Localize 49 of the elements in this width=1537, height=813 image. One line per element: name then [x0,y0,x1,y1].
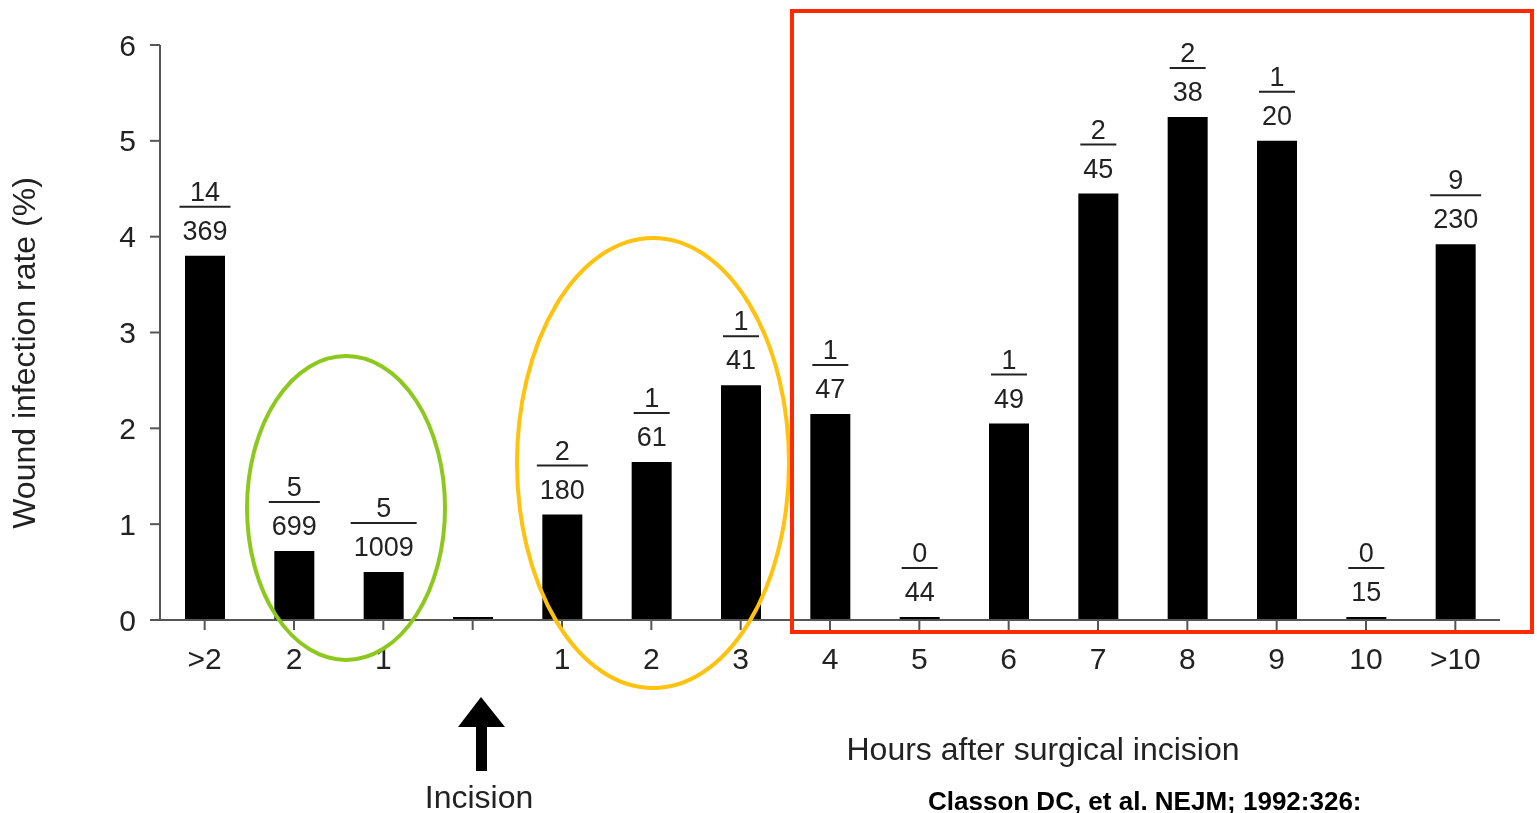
y-tick-label: 0 [119,603,136,637]
bar [631,461,672,620]
y-tick-label: 6 [119,28,136,62]
x-tick-label: 10 [1349,642,1383,676]
annotation: 2 38 [1172,37,1203,107]
annotation: 1 20 [1261,61,1293,131]
bar [185,255,225,620]
x-tick-label: 2 [285,642,303,676]
annotation: 1 61 [636,382,667,452]
bar [1167,116,1208,620]
x-tick-label: 4 [821,642,839,676]
bar [810,413,851,620]
y-tick-label: 3 [119,316,136,350]
bar [1257,140,1297,620]
y-tick-label: 5 [119,124,136,158]
bar [274,551,315,620]
x-tick-label: 8 [1178,642,1196,676]
annotation: 1 49 [993,344,1025,414]
bar [363,572,404,620]
bar [542,514,583,620]
y-tick-label: 4 [119,220,136,254]
annotation: 1 41 [725,306,757,376]
x-tick-label: 1 [553,642,571,676]
annotation: 5 699 [271,472,317,541]
bar [989,423,1029,620]
x-axis-title: Hours after surgical incision [846,731,1240,767]
x-tick-label: 2 [642,642,660,676]
x-tick-label: 6 [1000,642,1018,676]
y-tick-label: 1 [119,507,136,541]
annotation: 5 1009 [353,493,414,563]
bar [721,385,761,620]
text: Incision [424,779,534,813]
annotation: 0 44 [904,538,935,607]
x-tick-label: 9 [1268,642,1286,676]
annotation: 0 15 [1351,538,1382,607]
bar [1435,244,1476,620]
x-tick-label: >10 [1429,642,1481,676]
x-tick-label: 7 [1089,642,1107,676]
x-tick-label: 3 [732,642,750,676]
annotation: 1 47 [815,334,846,404]
x-tick-label: >2 [187,642,222,676]
bar [1078,193,1119,620]
y-tick-label: 2 [119,411,136,445]
annotation: 2 180 [539,435,585,505]
x-tick-label: 5 [910,642,928,676]
annotation: 9 230 [1433,165,1479,235]
annotation: 2 45 [1083,114,1114,184]
annotation: 14 369 [182,176,228,246]
y-axis-title: Wound infection rate (%) [6,177,42,529]
